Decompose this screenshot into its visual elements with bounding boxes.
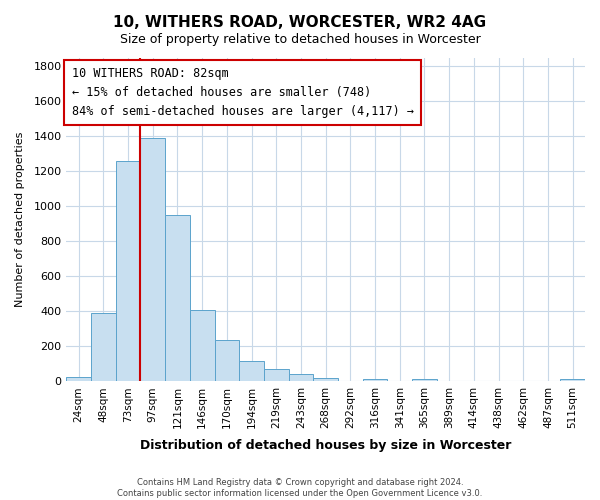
- X-axis label: Distribution of detached houses by size in Worcester: Distribution of detached houses by size …: [140, 440, 511, 452]
- Bar: [412, 379, 437, 382]
- Bar: [116, 161, 140, 382]
- Bar: [215, 340, 239, 382]
- Bar: [313, 378, 338, 382]
- Text: Size of property relative to detached houses in Worcester: Size of property relative to detached ho…: [119, 32, 481, 46]
- Bar: [67, 377, 91, 382]
- Bar: [190, 310, 215, 382]
- Text: 10 WITHERS ROAD: 82sqm
← 15% of detached houses are smaller (748)
84% of semi-de: 10 WITHERS ROAD: 82sqm ← 15% of detached…: [71, 67, 413, 118]
- Bar: [363, 379, 388, 382]
- Text: Contains HM Land Registry data © Crown copyright and database right 2024.
Contai: Contains HM Land Registry data © Crown c…: [118, 478, 482, 498]
- Bar: [264, 369, 289, 382]
- Text: 10, WITHERS ROAD, WORCESTER, WR2 4AG: 10, WITHERS ROAD, WORCESTER, WR2 4AG: [113, 15, 487, 30]
- Bar: [91, 313, 116, 382]
- Bar: [165, 215, 190, 382]
- Y-axis label: Number of detached properties: Number of detached properties: [15, 132, 25, 307]
- Bar: [140, 138, 165, 382]
- Bar: [289, 374, 313, 382]
- Bar: [239, 362, 264, 382]
- Bar: [560, 379, 585, 382]
